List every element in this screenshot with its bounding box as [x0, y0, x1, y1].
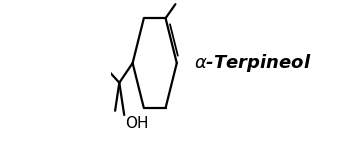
- Text: OH: OH: [126, 116, 149, 131]
- Text: $\alpha$-Terpineol: $\alpha$-Terpineol: [194, 52, 312, 74]
